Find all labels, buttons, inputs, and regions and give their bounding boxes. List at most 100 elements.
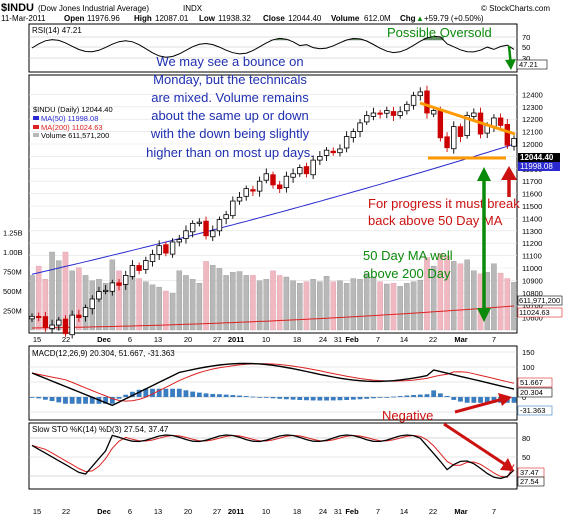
candle-body	[364, 115, 370, 123]
macd-histogram-bar	[397, 396, 403, 397]
macd-tick: 0	[522, 393, 526, 402]
candle-body	[370, 112, 377, 117]
candle-body	[323, 149, 330, 156]
macd-histogram-bar	[223, 394, 229, 397]
ma200-line	[31, 305, 515, 329]
change-label: Chg	[400, 14, 416, 23]
macd-histogram-bar	[210, 393, 216, 397]
candle-body	[270, 174, 276, 186]
x-tick-label: 7	[492, 335, 496, 344]
macd-histogram-bar	[69, 397, 75, 404]
macd-histogram-bar	[391, 396, 396, 398]
volume-bar	[196, 283, 203, 331]
chart-index-name: (Dow Jones Industrial Average)	[38, 4, 149, 13]
close-label: Close	[263, 14, 285, 23]
triangle-upper-trendline	[419, 101, 516, 136]
ma50-legend: MA(50) 11998.08	[41, 114, 98, 123]
price-tick-label: 11500	[522, 202, 542, 211]
volume-bar	[82, 275, 89, 331]
website-label: © StockCharts.com	[481, 4, 550, 13]
bounce-line: with the down being slightly	[150, 126, 310, 141]
macd-histogram-bar	[290, 397, 296, 400]
close-price-tag: 12044.40	[520, 153, 554, 162]
volume-bar	[457, 263, 464, 331]
price-tick-label: 12000	[522, 140, 543, 149]
negative-arrow-macd	[454, 397, 504, 414]
macd-histogram-bar	[56, 397, 62, 403]
rsi-tick: 30	[522, 54, 530, 63]
candle-body	[169, 241, 176, 255]
x-tick-label: Mar	[454, 335, 467, 344]
volume-bar	[256, 280, 263, 331]
volume-bar	[203, 261, 209, 331]
volume-bar	[169, 293, 176, 331]
x-tick-label: Mar	[454, 507, 467, 516]
volume-bar	[102, 283, 109, 331]
candle-body	[497, 117, 504, 126]
volume-bar	[390, 283, 397, 331]
volume-bar	[384, 283, 390, 331]
candle-body	[424, 90, 430, 114]
candle-body	[404, 103, 410, 112]
macd-tick: 100	[522, 363, 535, 372]
x-tick-label: 7	[376, 507, 380, 516]
candle-body	[89, 298, 95, 310]
macd-histogram-bar	[484, 397, 490, 403]
rsi-line	[31, 35, 515, 58]
volume-legend: Volume 611,571,200	[41, 131, 109, 140]
macd-histogram-bar	[330, 397, 336, 401]
macd-histogram-bar	[404, 395, 410, 397]
x-tick-label: 13	[154, 335, 162, 344]
volume-bar	[49, 251, 55, 331]
candle-body	[56, 319, 62, 326]
candle-body	[377, 112, 383, 115]
stochastic-label: Slow STO %K(14) %D(3) 27.54, 37.47	[32, 425, 169, 434]
candle-body	[317, 155, 323, 161]
candle-body	[189, 222, 196, 233]
volume-bar	[250, 275, 256, 331]
volume-tick-label: 500M	[3, 287, 22, 296]
x-tick-label: Feb	[345, 507, 359, 516]
candlesticks	[29, 85, 517, 339]
annotation-ma-compare: 50 Day MA well above 200 Day	[363, 248, 453, 281]
volume-bar	[176, 270, 183, 331]
x-tick-label: 22	[429, 335, 437, 344]
volume-bar	[163, 290, 169, 331]
candle-body	[230, 200, 236, 217]
x-axis-labels-price: 15 22 Dec 6 13 20 27 2011 10 18 24 31 Feb 7 14 22 Mar 7	[33, 335, 496, 344]
macd-hist-tag: -31.363	[520, 406, 545, 415]
volume-bar	[323, 276, 330, 331]
candle-body	[276, 184, 283, 190]
volume-bar	[363, 273, 370, 331]
sto-tick: 80	[522, 434, 530, 443]
candle-body	[136, 265, 142, 271]
ma200-price-tag: 11024.63	[519, 308, 550, 317]
candle-body	[163, 244, 169, 254]
macd-histogram-bar	[458, 397, 463, 402]
volume-bar	[297, 283, 303, 331]
candle-body	[82, 307, 89, 318]
candle-body	[210, 230, 216, 238]
candle-body	[337, 148, 343, 154]
change-arrow-icon: ▲	[416, 14, 424, 23]
volume-bar	[230, 272, 236, 331]
ma-compare-line: 50 Day MA well	[363, 248, 453, 263]
volume-tick-label: 250M	[3, 307, 22, 316]
volume-bar	[417, 279, 424, 331]
macd-histogram-bar	[344, 397, 350, 400]
macd-histogram-bar	[176, 388, 182, 397]
candle-body	[256, 180, 263, 192]
macd-tick: 150	[522, 348, 535, 357]
chart-exchange: INDX	[183, 4, 203, 13]
candle-body	[176, 239, 182, 243]
candle-body	[123, 275, 129, 285]
macd-histogram-bar	[76, 397, 82, 404]
ma-gap-arrow-head-up	[477, 167, 491, 181]
macd-histogram-bar	[109, 397, 115, 404]
volume-bar	[189, 279, 196, 331]
price-axis: 1240012300122001210012000119001180011700…	[522, 90, 543, 322]
macd-histogram-bar	[411, 395, 416, 397]
macd-histogram-bar	[196, 392, 202, 397]
candle-body	[464, 115, 470, 136]
x-tick-label: 7	[376, 335, 380, 344]
